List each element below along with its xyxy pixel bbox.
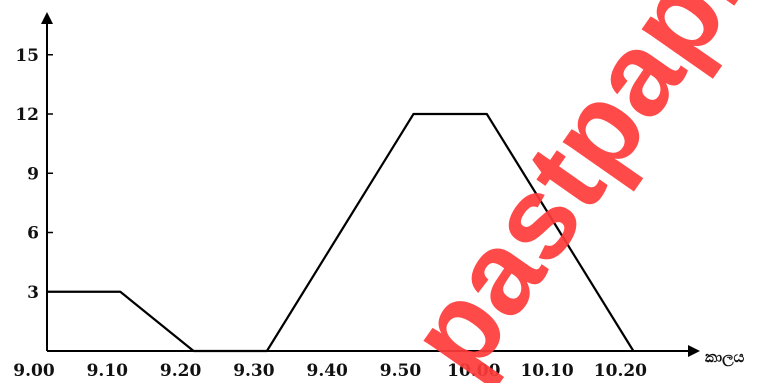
x-tick-label: 10.10 (520, 361, 573, 381)
y-tick-label: 3 (27, 283, 39, 303)
y-axis-arrow (41, 12, 53, 24)
data-point (192, 350, 195, 352)
watermark-text: pastpapi.lk (383, 0, 773, 383)
x-axis-title: කාලය (705, 348, 745, 367)
data-point (119, 290, 122, 293)
x-tick-label: 9.40 (306, 361, 348, 381)
y-tick-label: 6 (27, 224, 39, 244)
data-point (266, 350, 268, 352)
data-point (46, 290, 48, 293)
x-axis-arrow (688, 345, 700, 357)
data-point (485, 113, 488, 115)
x-tick-label: 9.20 (160, 361, 202, 381)
x-tick-label: 10.20 (594, 361, 647, 381)
data-point (412, 113, 415, 115)
y-tick-label: 15 (15, 46, 39, 66)
plot-area: 3 6 9 12 15 9.00 9.10 9.20 9.30 9.40 9.50 10.00 10.1… (13, 12, 745, 381)
x-tick-label: 9.10 (87, 361, 129, 381)
x-tick-label: 9.00 (13, 361, 55, 381)
y-tick-label: 9 (27, 164, 39, 184)
data-point (339, 231, 342, 234)
x-tick-label: 10.00 (447, 361, 500, 381)
data-point (559, 231, 561, 234)
data-point (632, 350, 635, 352)
x-tick-label: 9.30 (233, 361, 275, 381)
x-tick-label: 9.50 (380, 361, 422, 381)
y-tick-label: 12 (15, 105, 39, 125)
